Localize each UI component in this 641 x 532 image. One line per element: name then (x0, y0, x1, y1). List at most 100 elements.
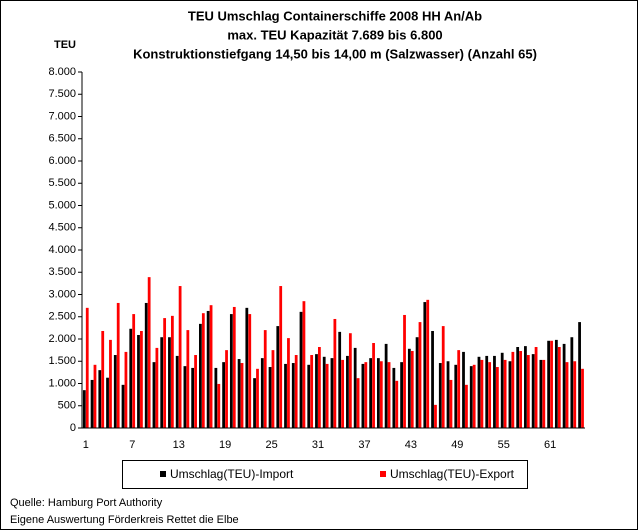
bar (511, 351, 515, 428)
bar (294, 355, 298, 428)
bar (361, 363, 365, 428)
bar (418, 322, 422, 428)
bar (206, 310, 210, 428)
chart-title: Konstruktionstiefgang 14,50 bis 14,00 m … (133, 46, 537, 61)
bar (372, 343, 375, 428)
bar (573, 361, 577, 428)
bar (379, 361, 383, 428)
bar (310, 355, 314, 428)
bar (581, 368, 584, 428)
bar (318, 347, 321, 428)
bar (508, 361, 512, 428)
bar (565, 362, 569, 428)
bar (232, 306, 236, 428)
bar (338, 331, 342, 428)
bar (160, 337, 164, 428)
bar (431, 330, 434, 428)
bar (214, 367, 218, 428)
bar (348, 333, 352, 428)
bar (469, 366, 473, 428)
bar (82, 390, 86, 428)
bar (93, 364, 97, 428)
x-tick-label: 1 (83, 439, 89, 451)
bar (132, 314, 136, 428)
bar (302, 301, 306, 428)
bar (147, 277, 151, 428)
bar (186, 330, 190, 428)
x-tick-label: 43 (405, 439, 417, 451)
bar (423, 302, 427, 428)
bar (493, 355, 496, 428)
y-tick-label: 3.500 (48, 266, 76, 278)
legend-box (122, 460, 528, 489)
legend-swatch (160, 471, 166, 477)
bar (369, 358, 373, 428)
bar (472, 364, 476, 428)
y-tick-label: 0 (70, 422, 76, 434)
bar (194, 355, 197, 428)
x-tick-label: 55 (498, 439, 510, 451)
bar (519, 351, 522, 428)
x-tick-label: 19 (219, 439, 231, 451)
bar (557, 347, 561, 428)
bar (260, 358, 264, 428)
bar (341, 359, 345, 428)
bar (570, 337, 574, 428)
bar (462, 351, 465, 428)
y-tick-label: 7.000 (48, 110, 76, 122)
bar (503, 359, 507, 428)
x-tick-label: 13 (173, 439, 185, 451)
bar (485, 355, 489, 428)
bar (263, 330, 267, 428)
legend-swatch (380, 471, 386, 477)
bar (426, 299, 430, 428)
bar (550, 340, 553, 428)
bar (325, 363, 329, 428)
y-tick-label: 7.500 (48, 88, 76, 100)
bar (516, 347, 520, 428)
y-tick-label: 4.000 (48, 244, 76, 256)
bar (547, 340, 551, 428)
y-tick-label: 8.000 (48, 66, 76, 78)
bar (322, 356, 326, 428)
y-tick-label: 5.000 (48, 199, 76, 211)
bar (276, 326, 280, 428)
y-tick-label: 4.500 (48, 222, 76, 234)
x-tick-label: 7 (129, 439, 135, 451)
y-tick-label: 5.500 (48, 177, 76, 189)
bar (346, 355, 349, 428)
chart-title: max. TEU Kapazität 7.689 bis 6.800 (227, 27, 442, 42)
bar (98, 370, 102, 428)
bar (488, 362, 492, 428)
x-tick-label: 61 (544, 439, 556, 451)
bar (531, 354, 535, 428)
bar (400, 362, 403, 428)
y-tick-label: 500 (58, 400, 76, 412)
source-note: Eigene Auswertung Förderkreis Rettet die… (10, 514, 239, 526)
bar (245, 307, 249, 428)
bar (124, 351, 128, 428)
bar (534, 347, 538, 428)
bar (495, 367, 499, 428)
bar (121, 384, 125, 428)
y-tick-label: 1.000 (48, 377, 76, 389)
bar (364, 362, 368, 428)
bar (356, 378, 360, 428)
bar (106, 377, 109, 428)
bar (387, 362, 391, 428)
bar (524, 346, 527, 428)
bar (438, 363, 442, 428)
legend-label: Umschlag(TEU)-Export (390, 467, 515, 481)
bar (101, 330, 105, 428)
bar (446, 361, 450, 428)
y-tick-label: 1.500 (48, 355, 76, 367)
bar (256, 368, 259, 428)
bar (526, 355, 530, 428)
y-tick-label: 6.500 (48, 133, 76, 145)
bar (183, 366, 187, 428)
bar (201, 313, 205, 428)
bar (376, 358, 380, 428)
bar (284, 363, 287, 428)
bar (178, 286, 182, 428)
